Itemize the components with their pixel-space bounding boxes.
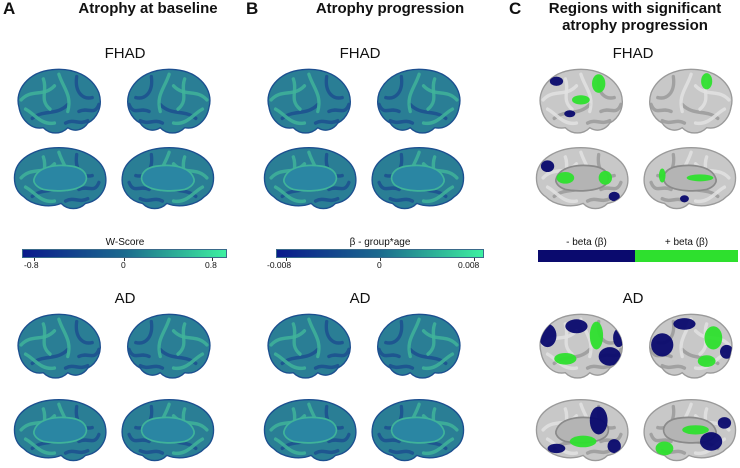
colorbar-b-label: β - group*age [349, 237, 411, 248]
colorbar-b [276, 249, 484, 258]
colorbar-a-tick-max [212, 258, 213, 261]
colorbar-a [22, 249, 227, 258]
brain-medial-10 [263, 146, 357, 210]
brain-medial-11 [371, 146, 465, 210]
panel-letter-b: B [246, 0, 259, 18]
colorbar-b-tick-mid [380, 258, 381, 261]
group-label-a-bottom: AD [114, 290, 136, 307]
group-label-c-bottom: AD [622, 290, 644, 307]
brain-medial-23 [643, 398, 737, 462]
panel-letter-a: A [3, 0, 16, 18]
brain-lateral-12 [267, 313, 351, 379]
legend-negative-swatch [538, 250, 635, 262]
brain-medial-6 [13, 398, 107, 462]
brain-lateral-5 [127, 313, 211, 379]
group-label-b-bottom: AD [349, 290, 371, 307]
brain-medial-14 [263, 398, 357, 462]
colorbar-b-min: -0.008 [267, 260, 292, 270]
brain-lateral-16 [539, 68, 623, 134]
brain-medial-18 [535, 146, 629, 210]
brain-lateral-0 [17, 68, 101, 134]
brain-lateral-13 [377, 313, 461, 379]
brain-medial-19 [643, 146, 737, 210]
legend-positive-label: + beta (β) [664, 237, 709, 248]
legend-negative-label: - beta (β) [566, 237, 607, 248]
brain-lateral-21 [649, 313, 733, 379]
brain-medial-3 [121, 146, 215, 210]
panel-title-b: Atrophy progression [315, 0, 465, 17]
colorbar-a-label: W-Score [105, 237, 145, 248]
brain-lateral-8 [267, 68, 351, 134]
colorbar-b-max: 0.008 [458, 260, 480, 270]
colorbar-a-min: -0.8 [24, 260, 39, 270]
colorbar-b-mid: 0 [377, 260, 382, 270]
colorbar-b-tick-min [286, 258, 287, 261]
colorbar-b-tick-max [474, 258, 475, 261]
brain-lateral-1 [127, 68, 211, 134]
group-label-a-top: FHAD [104, 45, 146, 62]
colorbar-a-tick-min [34, 258, 35, 261]
legend-positive-swatch [635, 250, 738, 262]
brain-lateral-20 [539, 313, 623, 379]
group-label-c-top: FHAD [612, 45, 654, 62]
panel-title-c-line1: Regions with significant [548, 0, 722, 17]
panel-title-c: Regions with significant atrophy progres… [535, 0, 735, 34]
colorbar-a-mid: 0 [121, 260, 126, 270]
brain-medial-2 [13, 146, 107, 210]
panel-title-a: Atrophy at baseline [78, 0, 218, 17]
panel-title-c-line2: atrophy progression [562, 17, 708, 34]
colorbar-a-tick-mid [124, 258, 125, 261]
brain-medial-15 [371, 398, 465, 462]
brain-lateral-9 [377, 68, 461, 134]
brain-lateral-17 [649, 68, 733, 134]
brain-lateral-4 [17, 313, 101, 379]
group-label-b-top: FHAD [339, 45, 381, 62]
panel-letter-c: C [509, 0, 522, 18]
brain-medial-7 [121, 398, 215, 462]
brain-medial-22 [535, 398, 629, 462]
colorbar-a-max: 0.8 [205, 260, 217, 270]
